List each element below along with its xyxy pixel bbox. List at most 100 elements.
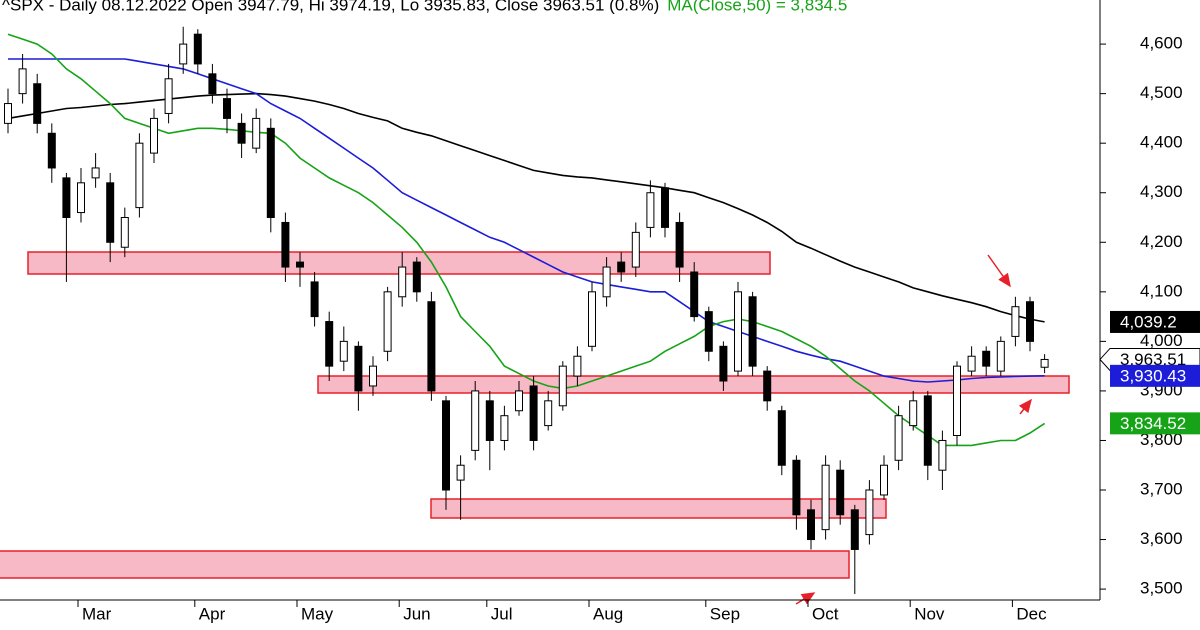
candle-body bbox=[62, 177, 71, 219]
y-tick-label: 4,400 bbox=[1140, 133, 1183, 152]
candle-body bbox=[938, 439, 947, 471]
plot-area bbox=[4, 26, 1049, 595]
y-tick-label: 4,200 bbox=[1140, 232, 1183, 251]
candle-body bbox=[106, 182, 115, 243]
y-tick-label: 4,300 bbox=[1140, 182, 1183, 201]
candle-body bbox=[763, 370, 772, 402]
candle-body bbox=[690, 271, 699, 318]
y-tick-label: 4,000 bbox=[1140, 331, 1183, 350]
candle-body bbox=[807, 509, 815, 541]
candle-body bbox=[296, 261, 304, 268]
candle-body bbox=[894, 415, 903, 461]
candle-body bbox=[923, 395, 932, 466]
support-zone bbox=[0, 550, 850, 579]
x-tick-label: Nov bbox=[914, 604, 945, 623]
candle-body bbox=[602, 266, 611, 298]
candle-body bbox=[77, 182, 85, 214]
candle-body bbox=[427, 301, 436, 392]
arrow bbox=[795, 592, 816, 605]
candle-body bbox=[237, 122, 246, 144]
candle-body bbox=[1040, 358, 1049, 368]
candle-body bbox=[515, 390, 523, 412]
candle-body bbox=[850, 509, 859, 550]
candle-body bbox=[631, 231, 640, 268]
x-tick-label: Apr bbox=[199, 604, 226, 623]
candle-body bbox=[456, 464, 465, 481]
candle-body bbox=[675, 221, 684, 268]
candle-body bbox=[880, 464, 888, 496]
candle-body bbox=[836, 469, 845, 516]
candle-body bbox=[909, 400, 918, 427]
candle-body bbox=[704, 311, 713, 352]
moving-average-line bbox=[7, 33, 1046, 447]
candle-body bbox=[544, 400, 553, 427]
x-tick-label: Mar bbox=[82, 604, 112, 623]
candle-body bbox=[442, 400, 450, 491]
candle-body bbox=[982, 350, 991, 367]
candle-body bbox=[485, 400, 494, 441]
candle-body bbox=[179, 43, 188, 65]
candle-body bbox=[266, 127, 275, 219]
candle-body bbox=[661, 187, 669, 228]
chart-title: ^SPX - Daily 08.12.2022 Open 3947.79, Hi… bbox=[2, 0, 659, 14]
x-tick-label: Jul bbox=[491, 604, 513, 623]
x-tick-label: Jun bbox=[403, 604, 430, 623]
support-zone bbox=[430, 498, 887, 519]
candle-body bbox=[471, 390, 480, 451]
price-tag bbox=[1110, 364, 1200, 387]
y-tick-label: 3,700 bbox=[1140, 479, 1183, 498]
candle-body bbox=[164, 78, 173, 114]
arrow bbox=[1018, 398, 1032, 415]
price-tags: 4,039.2 3,963.513,930.43 3,834.52 bbox=[1099, 310, 1200, 435]
price-tag-label: 3,930.43 bbox=[1120, 366, 1186, 385]
candle-body bbox=[529, 385, 538, 441]
price-tag bbox=[1110, 310, 1200, 333]
candle-body bbox=[734, 291, 742, 372]
candle-body bbox=[354, 345, 363, 392]
y-tick-label: 3,600 bbox=[1140, 529, 1183, 548]
price-tag-label: 3,834.52 bbox=[1120, 414, 1186, 433]
candle-body bbox=[573, 355, 582, 377]
candle-body bbox=[91, 167, 100, 179]
candle-body bbox=[339, 340, 348, 362]
support-zone bbox=[317, 375, 1070, 394]
candle-body bbox=[193, 33, 202, 65]
candle-body bbox=[558, 365, 567, 407]
axes: 3,5003,6003,7003,8003,9004,0004,1004,200… bbox=[77, 34, 1183, 623]
candle-body bbox=[120, 217, 129, 248]
candle-body bbox=[588, 291, 596, 347]
candle-body bbox=[325, 321, 334, 367]
candle-body bbox=[1011, 306, 1020, 337]
candle-body bbox=[33, 83, 42, 124]
y-tick-label: 4,600 bbox=[1140, 34, 1183, 53]
chart-subtitle: MA(Close,50) = 3,834.5 bbox=[667, 0, 847, 14]
y-tick-label: 4,500 bbox=[1140, 83, 1183, 102]
annotations bbox=[795, 254, 1032, 605]
arrow bbox=[987, 254, 1011, 288]
candle-body bbox=[412, 261, 421, 293]
candle-body bbox=[967, 355, 976, 372]
y-tick-label: 3,500 bbox=[1140, 579, 1183, 598]
x-tick-label: Aug bbox=[593, 604, 623, 623]
candle-body bbox=[223, 98, 231, 119]
price-tag-label: 3,963.51 bbox=[1120, 350, 1186, 369]
price-tag bbox=[1110, 412, 1200, 435]
candle-body bbox=[252, 117, 261, 149]
candle-body bbox=[953, 365, 961, 437]
y-tick-label: 4,100 bbox=[1140, 281, 1183, 300]
candle-body bbox=[281, 221, 290, 268]
candle-body bbox=[208, 73, 217, 95]
candle-body bbox=[310, 281, 319, 318]
candle-body bbox=[18, 68, 27, 95]
candle-body bbox=[777, 410, 786, 466]
candle-body bbox=[996, 340, 1005, 372]
candle-body bbox=[821, 464, 830, 531]
x-tick-label: Oct bbox=[812, 604, 839, 623]
moving-average-line bbox=[8, 58, 1045, 383]
candle-body bbox=[135, 142, 144, 209]
moving-average-line bbox=[7, 92, 1045, 323]
candle-body bbox=[617, 261, 626, 273]
